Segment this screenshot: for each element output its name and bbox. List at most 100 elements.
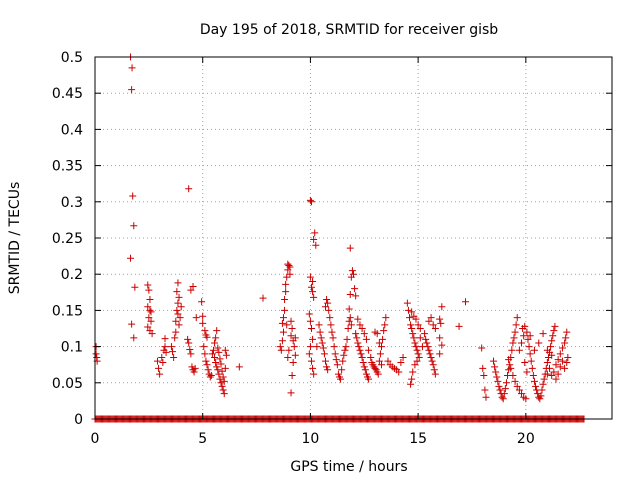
- data-point: [524, 335, 532, 343]
- data-point: [411, 361, 419, 369]
- data-point: [438, 303, 446, 311]
- data-point: [543, 370, 551, 378]
- data-point: [537, 392, 545, 400]
- data-point: [311, 229, 319, 237]
- data-point: [548, 372, 556, 380]
- data-point: [423, 339, 431, 347]
- data-point: [527, 357, 535, 365]
- data-point: [279, 328, 287, 336]
- data-point: [312, 241, 320, 249]
- data-point: [431, 370, 439, 378]
- data-point: [413, 357, 421, 365]
- data-point: [518, 339, 526, 347]
- data-point: [525, 343, 533, 351]
- data-point: [176, 314, 184, 322]
- data-point: [305, 310, 313, 318]
- data-point: [282, 280, 290, 288]
- data-point: [144, 303, 152, 311]
- data-point: [493, 373, 501, 381]
- data-point: [481, 386, 489, 394]
- tick-layer: 0 0.05 0.1 0.15 0.2 0.25 0.3 0.35 0.4 0.45 0.5 0 5 10…: [52, 50, 612, 447]
- y-tick-label: 0.25: [52, 231, 83, 247]
- data-point: [357, 350, 365, 358]
- data-point: [310, 370, 318, 378]
- data-point: [167, 343, 175, 351]
- data-point: [515, 346, 523, 354]
- data-point: [510, 334, 518, 342]
- data-point: [365, 346, 373, 354]
- data-point: [494, 377, 502, 385]
- data-point: [158, 353, 166, 361]
- data-point: [321, 303, 329, 311]
- data-point: [188, 363, 196, 371]
- grid-layer: [95, 57, 612, 419]
- data-point: [310, 235, 318, 243]
- data-point: [212, 359, 220, 367]
- data-point: [511, 328, 519, 336]
- data-point: [189, 283, 197, 291]
- x-tick-label: 15: [409, 431, 427, 447]
- data-point: [284, 353, 292, 361]
- data-point: [407, 380, 415, 388]
- data-point: [496, 386, 504, 394]
- data-point: [309, 277, 317, 285]
- data-point: [478, 344, 486, 352]
- data-point: [547, 343, 555, 351]
- data-point: [287, 389, 295, 397]
- data-point: [213, 363, 221, 371]
- y-tick-label: 0.35: [52, 159, 83, 175]
- data-point: [436, 350, 444, 358]
- data-point: [172, 328, 180, 336]
- data-point: [184, 335, 192, 343]
- data-point: [546, 364, 554, 372]
- data-point: [318, 339, 326, 347]
- data-point: [347, 321, 355, 329]
- data-point: [306, 273, 314, 281]
- data-point: [190, 368, 198, 376]
- data-point: [425, 317, 433, 325]
- data-point: [286, 263, 294, 271]
- data-point: [373, 330, 381, 338]
- data-point: [128, 320, 136, 328]
- data-point: [214, 366, 222, 374]
- data-point: [492, 368, 500, 376]
- data-point: [291, 334, 299, 342]
- data-point: [412, 343, 420, 351]
- data-point: [285, 262, 293, 270]
- data-point: [413, 346, 421, 354]
- data-point: [404, 306, 412, 314]
- y-tick-label: 0.5: [61, 50, 83, 66]
- data-point: [490, 357, 498, 365]
- data-point: [146, 296, 154, 304]
- data-point: [338, 366, 346, 374]
- data-point: [337, 375, 345, 383]
- data-point: [325, 306, 333, 314]
- data-point: [130, 334, 138, 342]
- data-point: [422, 335, 430, 343]
- data-point: [359, 359, 367, 367]
- data-point: [416, 325, 424, 332]
- data-point: [310, 293, 318, 301]
- data-point: [399, 353, 407, 361]
- data-point: [558, 344, 566, 352]
- data-point: [556, 350, 564, 358]
- data-point: [437, 319, 445, 327]
- data-point: [479, 364, 487, 372]
- data-point: [354, 315, 362, 323]
- data-point: [309, 288, 317, 296]
- data-point: [185, 339, 193, 347]
- data-point: [371, 364, 379, 372]
- data-point: [214, 344, 222, 352]
- data-point: [548, 337, 556, 345]
- data-point: [436, 315, 444, 323]
- data-point: [191, 364, 199, 372]
- data-point: [161, 335, 169, 343]
- x-tick-label: 5: [198, 431, 207, 447]
- data-point: [376, 350, 384, 358]
- data-point: [148, 330, 156, 338]
- data-point: [421, 330, 429, 338]
- data-point: [326, 314, 334, 322]
- data-point: [532, 382, 540, 390]
- data-point: [536, 395, 544, 403]
- data-point: [202, 357, 210, 365]
